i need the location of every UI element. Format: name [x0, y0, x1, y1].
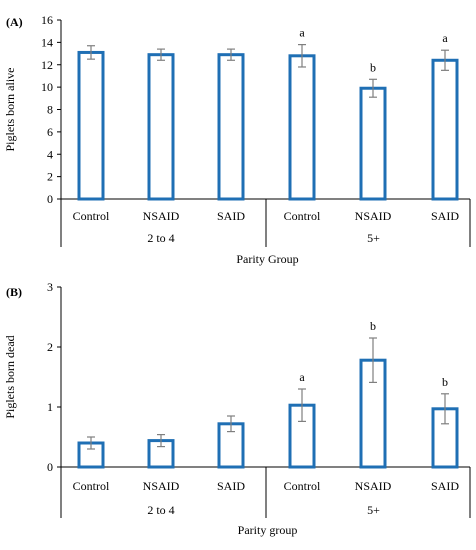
group-label: 5+ [367, 503, 380, 517]
significance-letter: b [370, 60, 376, 74]
y-tick-label: 3 [47, 280, 53, 294]
y-tick-label: 2 [47, 340, 53, 354]
category-label: Control [284, 479, 321, 493]
y-tick-label: 16 [41, 13, 53, 27]
category-label: NSAID [355, 479, 392, 493]
category-label: SAID [217, 479, 245, 493]
y-axis-label: Piglets born alive [3, 68, 17, 152]
y-tick-label: 14 [41, 35, 53, 49]
y-tick-label: 0 [47, 192, 53, 206]
significance-letter: a [299, 26, 305, 40]
category-label: SAID [431, 209, 459, 223]
y-tick-label: 0 [47, 460, 53, 474]
y-tick-label: 4 [47, 147, 53, 161]
y-tick-label: 1 [47, 400, 53, 414]
bar-6 [431, 407, 459, 469]
significance-letter: a [299, 370, 305, 384]
group-label: 5+ [367, 231, 380, 245]
chart-panel-2: (B) 0 1 2 3 Piglets born dead Control NSAID SAID… [3, 280, 471, 537]
bar-4 [288, 54, 316, 201]
significance-letter: a [442, 31, 448, 45]
x-axis-label: Parity group [238, 523, 298, 537]
chart-panel-1: (A) 0 2 4 6 8 10 12 14 16 Piglets born alive Contro… [3, 13, 471, 266]
y-tick-label: 10 [41, 80, 53, 94]
group-label: 2 to 4 [147, 503, 174, 517]
y-axis-label: Piglets born dead [3, 335, 17, 418]
panel-label: (B) [6, 285, 22, 299]
bar-3 [217, 53, 245, 201]
bar-6 [431, 58, 459, 201]
panel-label: (A) [6, 15, 23, 29]
category-label: SAID [217, 209, 245, 223]
category-label: NSAID [143, 479, 180, 493]
category-label: NSAID [355, 209, 392, 223]
y-tick-label: 2 [47, 170, 53, 184]
y-tick-label: 8 [47, 103, 53, 117]
category-label: Control [284, 209, 321, 223]
category-label: Control [73, 479, 110, 493]
significance-letter: b [442, 375, 448, 389]
significance-letter: b [370, 319, 376, 333]
group-label: 2 to 4 [147, 231, 174, 245]
bar-2 [147, 53, 175, 201]
category-label: SAID [431, 479, 459, 493]
category-label: NSAID [143, 209, 180, 223]
bar-1 [77, 50, 105, 201]
y-tick-label: 6 [47, 125, 53, 139]
category-label: Control [73, 209, 110, 223]
x-axis-label: Parity Group [236, 252, 298, 266]
y-tick-label: 12 [41, 58, 53, 72]
bar-5 [359, 86, 387, 201]
